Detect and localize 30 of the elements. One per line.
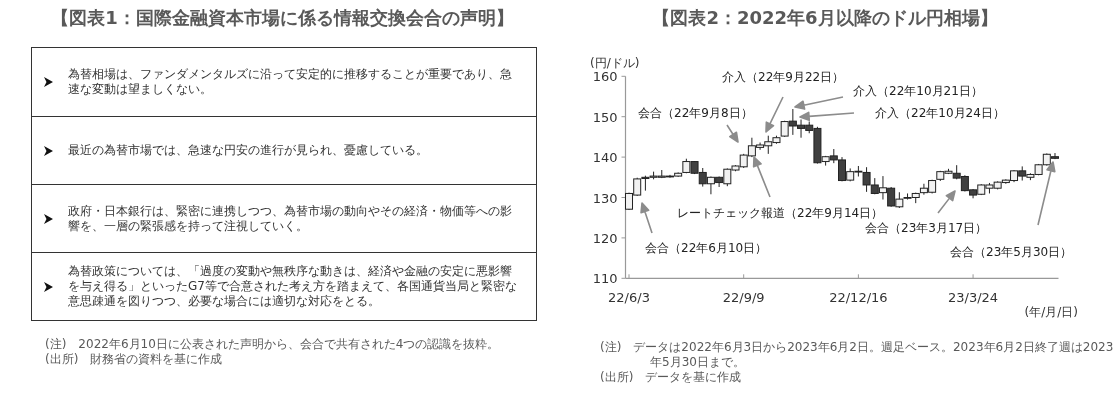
y-tick-label: 140: [592, 150, 618, 166]
y-tick-label: 120: [592, 230, 618, 246]
annotation: 介入（22年10月24日）: [875, 106, 1005, 120]
y-tick-label: 150: [592, 109, 618, 125]
annotation: 会合（22年9月8日）: [638, 106, 753, 120]
annotation: 会合（23年3月17日）: [865, 221, 988, 235]
x-tick-label: 22/9/9: [722, 290, 765, 306]
annotation: 会合（22年6月10日）: [645, 241, 768, 255]
text: (注) 2022年6月10日に公表された声明から、会合で共有された4つの認識を抜粋。: [45, 337, 500, 351]
y-tick-label: 130: [592, 190, 618, 206]
x-tick-label: 23/3/24: [948, 290, 999, 306]
x-tick-label: 22/12/16: [829, 290, 888, 306]
text: (出所) 財務省の資料を基に作成: [45, 352, 223, 366]
y-tick-label: 160: [592, 69, 618, 85]
y-axis-title: (円/ドル): [590, 56, 640, 70]
text: 最近の為替市場では、急速な円安の進行が見られ、憂慮している。: [68, 143, 428, 158]
text: 政府・日本銀行は、緊密に連携しつつ、為替市場の動向やその経済・物価等への影響を、一層の緊張感を持って注視していく。: [68, 203, 513, 234]
chart-title: 【図表2：2022年6月以降のドル円相場】: [651, 6, 999, 30]
annotation: 会合（23年5月30日）: [950, 245, 1073, 259]
text: (注) データは2022年6月3日から2023年6月2日。週足ベース。2023年6月2日終了週は2023年5月30日まで。: [600, 340, 1115, 370]
text: 為替相場は、ファンダメンタルズに沿って安定的に推移することが重要であり、急速な変動は望ましくない。: [68, 67, 513, 97]
annotation: 介入（22年10月21日）: [853, 84, 983, 98]
x-tick-label: 22/6/3: [608, 290, 650, 306]
annotation: 介入（22年9月22日）: [722, 70, 845, 84]
text: (出所) データを基に作成: [600, 370, 743, 385]
x-axis-title: (年/月/日): [1024, 305, 1078, 319]
annotation: レートチェック報道（22年9月14日）: [677, 206, 884, 220]
text: 【図表1：国際金融資本市場に係る情報交換会合の声明】: [50, 6, 515, 30]
y-tick-label: 110: [592, 271, 618, 287]
text: 為替政策については、「過度の変動や無秩序な動きは、経済や金融の安定に悪影響を与え得る」といったG7等で合意された考え方を踏まえて、各国通貨当局と緊密な意思疎通を図りつつ、必要な場合には適切な対応をとる。: [68, 264, 518, 309]
